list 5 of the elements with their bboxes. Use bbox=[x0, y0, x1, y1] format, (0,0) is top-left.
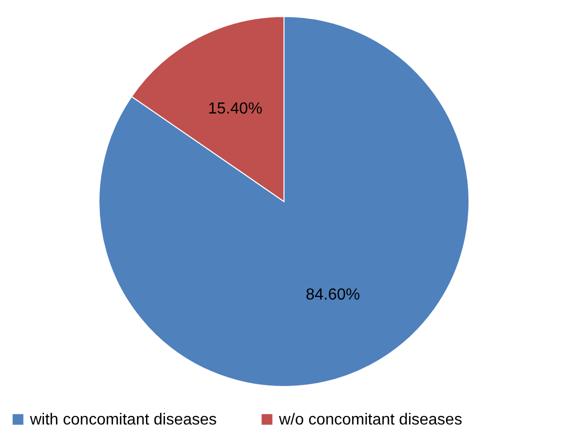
legend-label: w/o concomitant diseases bbox=[278, 411, 462, 428]
pie-slice bbox=[98, 16, 470, 387]
legend-label: with concomitant diseases bbox=[29, 411, 217, 428]
data-label: 15.40% bbox=[208, 100, 262, 118]
data-label: 84.60% bbox=[306, 286, 360, 304]
